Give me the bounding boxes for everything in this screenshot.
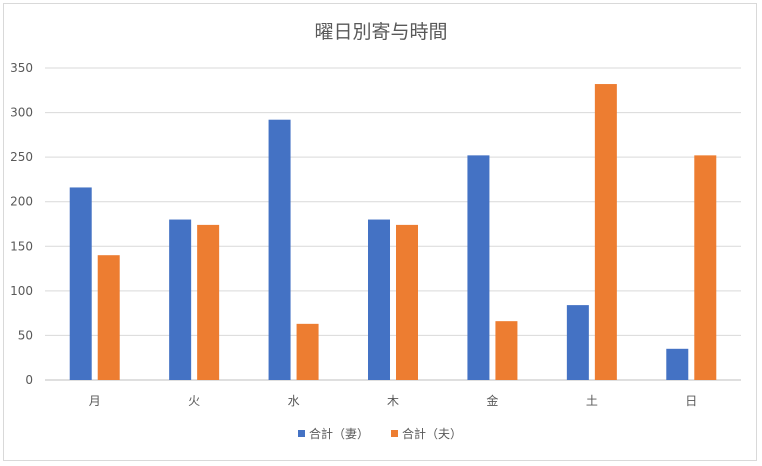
legend: 合計（妻） 合計（夫） [298, 426, 462, 441]
bar-wife [566, 305, 589, 380]
legend-label: 合計（妻） [309, 426, 369, 441]
y-tick-label: 200 [10, 195, 33, 209]
x-axis-ticks: 月火水木金土日 [89, 393, 698, 408]
y-axis-ticks: 0 50 100 150 200 250 300 350 [10, 61, 33, 387]
y-tick-label: 0 [25, 373, 33, 387]
legend-label: 合計（夫） [402, 426, 462, 441]
bar-husband [197, 224, 220, 380]
x-tick-label: 金 [486, 393, 498, 408]
bar-wife [666, 348, 689, 380]
x-tick-label: 日 [685, 394, 697, 408]
bar-wife [268, 119, 291, 381]
x-tick-label: 木 [387, 394, 399, 408]
x-tick-label: 月 [89, 394, 101, 408]
legend-swatch [298, 430, 305, 437]
chart-title: 曜日別寄与時間 [314, 21, 447, 43]
bar-husband [495, 321, 518, 380]
bar-wife [169, 219, 192, 380]
x-tick-label: 土 [586, 394, 598, 408]
y-tick-label: 350 [10, 61, 33, 75]
bar-husband [694, 155, 717, 380]
bar-wife [368, 219, 390, 380]
y-tick-label: 50 [18, 328, 33, 342]
x-tick-label: 火 [188, 394, 200, 408]
y-tick-label: 300 [10, 106, 33, 120]
y-tick-label: 250 [10, 150, 33, 164]
bar-husband [97, 255, 120, 380]
bar-wife [69, 187, 92, 380]
bar-husband [594, 84, 617, 380]
y-tick-label: 150 [10, 239, 33, 253]
gridlines [45, 67, 741, 381]
bar-wife [467, 155, 490, 380]
bar-husband [296, 323, 319, 380]
x-tick-label: 水 [288, 394, 300, 408]
y-tick-label: 100 [10, 284, 33, 298]
bars [69, 84, 717, 381]
legend-swatch [391, 430, 398, 437]
bar-husband [396, 224, 418, 380]
